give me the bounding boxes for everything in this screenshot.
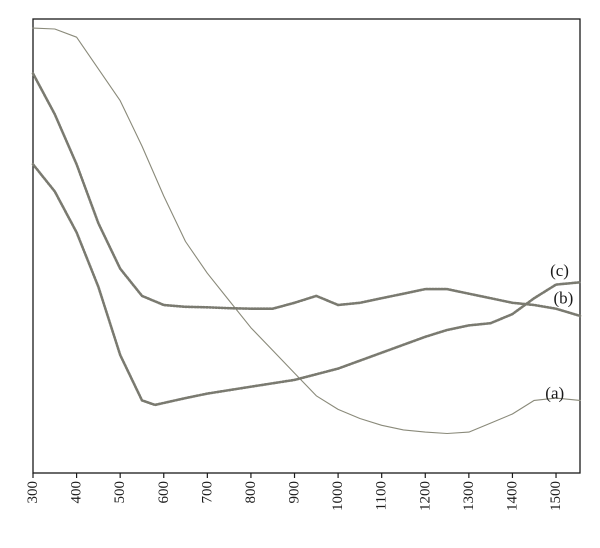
series-line-2	[31, 72, 582, 318]
x-tick-label: 1300	[461, 481, 477, 511]
series-line-3	[31, 163, 582, 407]
x-tick-label: 1000	[330, 481, 346, 511]
x-tick-label: 1100	[374, 481, 390, 510]
x-tick-label: 1400	[504, 481, 520, 511]
x-tick-label: 1500	[548, 481, 564, 511]
plot-frame	[32, 18, 581, 474]
series-line-1	[32, 27, 581, 435]
x-axis-ticks	[32, 473, 557, 478]
series-labels: (a) (b) (c)	[545, 261, 573, 403]
x-tick-label: 400	[69, 481, 85, 504]
x-tick-label: 800	[243, 481, 259, 504]
x-tick-label: 700	[199, 481, 215, 504]
x-tick-label: 500	[112, 481, 128, 504]
x-tick-label: 300	[25, 481, 41, 504]
x-tick-label: 600	[156, 481, 172, 504]
series-label-1: (a)	[545, 384, 564, 403]
series-label-3: (c)	[550, 261, 569, 280]
series-label-2: (b)	[554, 288, 574, 307]
series-lines	[31, 27, 582, 435]
x-axis-tick-labels: 300 400 500 600 700 800 900 1000 1100 1200 1300 140…	[25, 481, 564, 511]
x-tick-label: 900	[287, 481, 303, 504]
x-tick-label: 1200	[417, 481, 433, 511]
